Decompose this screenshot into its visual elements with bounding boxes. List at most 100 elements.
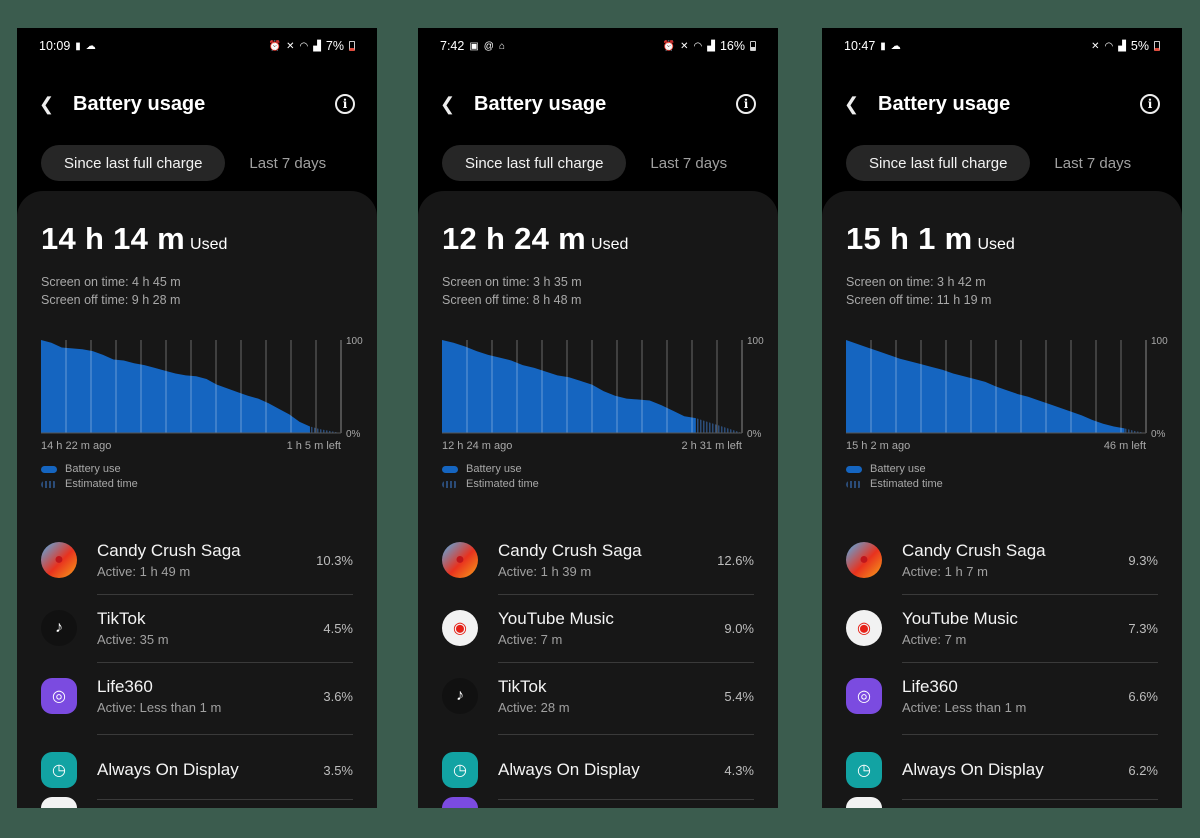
- app-usage-row[interactable]: ◷ Always On Display 6.2%: [846, 736, 1158, 804]
- alarm-icon: ⏰: [662, 40, 676, 52]
- app-text: YouTube Music Active: 7 m: [498, 609, 724, 647]
- battery-saver-icon: ▮: [880, 40, 886, 52]
- app-battery-percent: 4.5%: [323, 620, 353, 636]
- tab-since-last-full-charge[interactable]: Since last full charge: [41, 145, 226, 181]
- app-name: TikTok: [498, 677, 547, 696]
- tab-last-7-days[interactable]: Last 7 days: [1054, 154, 1132, 172]
- always-on-display-icon: ◷: [41, 752, 77, 788]
- app-usage-row[interactable]: ♪ TikTok Active: 28 m 5.4%: [442, 662, 754, 730]
- clock: 10:09: [39, 39, 71, 53]
- wifi-icon: ◠: [1104, 40, 1114, 52]
- app-text: Life360 Active: Less than 1 m: [97, 677, 323, 715]
- app-battery-percent: 7.3%: [1128, 620, 1158, 636]
- candy-crush-icon: ●: [442, 542, 478, 578]
- app-active-time: Active: 28 m: [498, 700, 570, 715]
- app-usage-row[interactable]: ▶ YouTube3.0%: [41, 781, 353, 808]
- app-active-time: Active: 7 m: [902, 632, 967, 647]
- status-bar: 10:09 ▮ ☁ ⏰ ✕ ◠ ▟ 7%: [39, 38, 355, 54]
- app-active-time: Active: 35 m: [97, 632, 169, 647]
- life360-icon: ◎: [41, 678, 77, 714]
- y-axis-top-label: 100: [346, 336, 363, 347]
- youtube-icon: ▶: [41, 797, 77, 808]
- legend-label-estimated-time: Estimated time: [65, 478, 138, 490]
- legend-swatch-estimated-time: [846, 480, 862, 488]
- app-usage-row[interactable]: ● Candy Crush Saga Active: 1 h 49 m 10.3%: [41, 526, 353, 594]
- legend-swatch-estimated-time: [41, 480, 57, 488]
- app-usage-row[interactable]: ● Candy Crush Saga Active: 1 h 7 m 9.3%: [846, 526, 1158, 594]
- battery-use-area: [41, 340, 310, 433]
- app-name: Life360: [97, 677, 153, 696]
- app-header: ❮ Battery usage i: [39, 88, 355, 120]
- legend-estimated-time: Estimated time: [846, 478, 943, 490]
- tab-since-last-full-charge[interactable]: Since last full charge: [442, 145, 627, 181]
- app-text: Candy Crush Saga Active: 1 h 7 m: [902, 541, 1128, 579]
- back-arrow-icon[interactable]: ❮: [844, 93, 860, 114]
- x-axis-start-label: 15 h 2 m ago: [846, 440, 910, 452]
- legend-label-estimated-time: Estimated time: [870, 478, 943, 490]
- app-usage-row[interactable]: ◉ YouTube Music Active: 7 m 7.3%: [846, 594, 1158, 662]
- app-usage-row[interactable]: ◎ Life360 Active: Less than 1 m 6.6%: [846, 662, 1158, 730]
- battery-icon: [349, 41, 355, 51]
- row-divider: [97, 799, 353, 800]
- back-arrow-icon[interactable]: ❮: [39, 93, 55, 114]
- at-sign-icon: @: [483, 40, 494, 52]
- back-arrow-icon[interactable]: ❮: [440, 93, 456, 114]
- app-text: Always On Display: [902, 760, 1128, 780]
- mute-icon: ✕: [680, 40, 689, 52]
- info-icon[interactable]: i: [1140, 94, 1160, 114]
- legend-battery-use: Battery use: [442, 463, 522, 475]
- app-text: Always On Display: [97, 760, 323, 780]
- screen-on-time: Screen on time: 3 h 35 m: [442, 275, 582, 289]
- always-on-display-icon: ◷: [442, 752, 478, 788]
- app-name: Candy Crush Saga: [498, 541, 642, 560]
- tab-last-7-days[interactable]: Last 7 days: [249, 154, 327, 172]
- app-text: YouTube Music Active: 7 m: [902, 609, 1128, 647]
- used-label: Used: [190, 236, 228, 253]
- legend-label-battery-use: Battery use: [870, 463, 926, 475]
- legend-label-estimated-time: Estimated time: [466, 478, 539, 490]
- legend-swatch-battery-use: [846, 465, 862, 473]
- tab-bar: Since last full charge Last 7 days: [41, 145, 349, 181]
- app-text: YouTube: [902, 805, 1128, 808]
- app-usage-row[interactable]: ◷ Always On Display 3.5%: [41, 736, 353, 804]
- usage-card: 14 h 14 m Used Screen on time: 4 h 45 m Scr…: [17, 191, 377, 808]
- app-active-time: Active: Less than 1 m: [97, 700, 222, 715]
- legend-swatch-battery-use: [41, 465, 57, 473]
- mute-icon: ✕: [1091, 40, 1100, 52]
- legend-estimated-time: Estimated time: [442, 478, 539, 490]
- app-name: YouTube Music: [498, 609, 614, 628]
- tab-since-last-full-charge[interactable]: Since last full charge: [846, 145, 1031, 181]
- app-battery-percent: 9.0%: [724, 620, 754, 636]
- row-divider: [498, 594, 754, 595]
- legend-swatch-battery-use: [442, 465, 458, 473]
- app-name: YouTube: [902, 805, 1128, 808]
- app-name: Life360: [498, 805, 724, 808]
- wifi-icon: ◠: [299, 40, 309, 52]
- x-axis-end-label: 2 h 31 m left: [681, 440, 742, 452]
- youtube-music-icon: ◉: [846, 610, 882, 646]
- app-usage-row[interactable]: ◎ Life3604.0%: [442, 781, 754, 808]
- phone-screen: 10:47 ▮ ☁ ✕ ◠ ▟ 5% ❮ Battery usage i Since last fu…: [822, 28, 1182, 808]
- app-usage-row[interactable]: ▶ YouTube5.0%: [846, 781, 1158, 808]
- app-notification-icon: ▣: [469, 40, 479, 52]
- app-usage-row[interactable]: ● Candy Crush Saga Active: 1 h 39 m 12.6%: [442, 526, 754, 594]
- app-text: Life360 Active: Less than 1 m: [902, 677, 1128, 715]
- info-icon[interactable]: i: [335, 94, 355, 114]
- info-icon[interactable]: i: [736, 94, 756, 114]
- tab-last-7-days[interactable]: Last 7 days: [650, 154, 728, 172]
- legend-battery-use: Battery use: [41, 463, 121, 475]
- battery-chart: 100 0% 14 h 22 m ago 1 h 5 m left: [41, 336, 363, 452]
- life360-icon: ◎: [846, 678, 882, 714]
- mute-icon: ✕: [286, 40, 295, 52]
- app-usage-row[interactable]: ◎ Life360 Active: Less than 1 m 3.6%: [41, 662, 353, 730]
- app-usage-row[interactable]: ◷ Always On Display 4.3%: [442, 736, 754, 804]
- app-usage-row[interactable]: ◉ YouTube Music Active: 7 m 9.0%: [442, 594, 754, 662]
- app-battery-percent: 9.3%: [1128, 552, 1158, 568]
- legend-swatch-estimated-time: [442, 480, 458, 488]
- y-axis-bottom-label: 0%: [1151, 429, 1166, 440]
- app-text: TikTok Active: 28 m: [498, 677, 724, 715]
- app-usage-row[interactable]: ♪ TikTok Active: 35 m 4.5%: [41, 594, 353, 662]
- x-axis-start-label: 12 h 24 m ago: [442, 440, 512, 452]
- screen-off-time: Screen off time: 8 h 48 m: [442, 293, 582, 307]
- app-battery-percent: 6.2%: [1128, 762, 1158, 778]
